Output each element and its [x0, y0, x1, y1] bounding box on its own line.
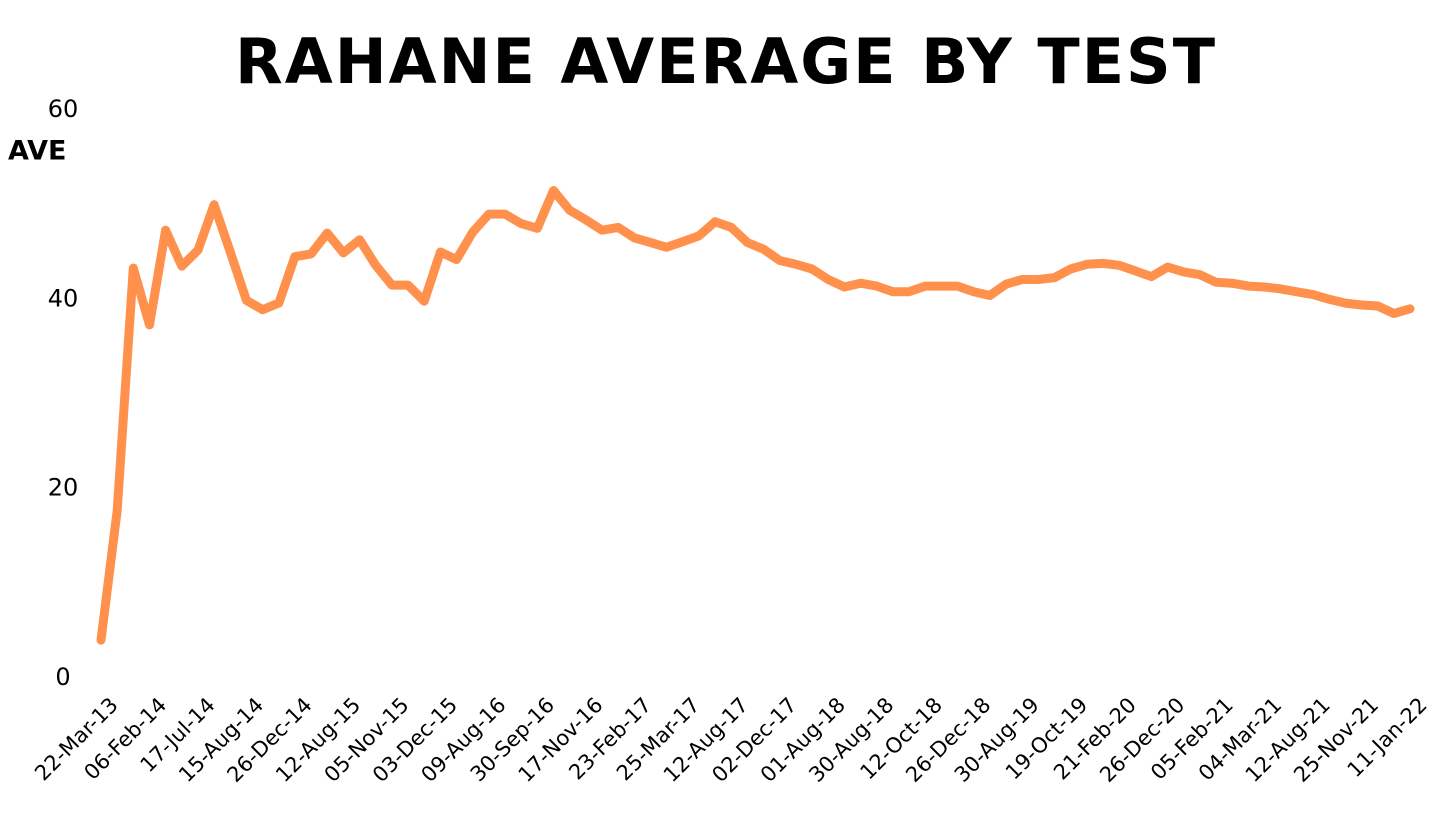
data-line — [96, 186, 1415, 645]
y-tick-label: 20 — [48, 474, 79, 502]
y-tick-label: 0 — [55, 663, 70, 691]
y-axis-label: AVE — [8, 136, 66, 167]
y-tick-label: 60 — [48, 95, 79, 123]
chart-title: RAHANE AVERAGE BY TEST — [235, 25, 1217, 98]
y-tick-label: 40 — [48, 284, 79, 312]
